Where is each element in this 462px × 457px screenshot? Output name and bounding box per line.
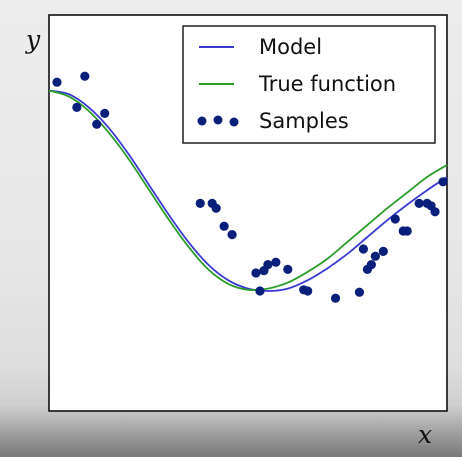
- sample-point: [271, 257, 281, 267]
- legend-samples-dot: [197, 116, 207, 126]
- legend: Model True function Samples: [182, 25, 436, 144]
- sample-point: [430, 207, 440, 217]
- sample-point: [72, 102, 82, 112]
- sample-point: [251, 268, 261, 278]
- sample-point: [211, 203, 221, 213]
- sample-point: [227, 230, 237, 240]
- sample-point: [330, 293, 341, 303]
- true-function-line: [48, 89, 448, 292]
- sample-point: [263, 260, 273, 270]
- legend-samples-label: Samples: [259, 109, 349, 133]
- sample-point: [283, 264, 293, 274]
- series-layer: [48, 71, 448, 303]
- bottom-shadow: [0, 405, 462, 457]
- legend-samples-dot: [229, 117, 239, 127]
- sample-point: [398, 226, 408, 236]
- sample-point: [438, 177, 448, 187]
- sample-point: [80, 71, 90, 81]
- sample-point: [52, 77, 62, 87]
- sample-point: [414, 198, 424, 208]
- sample-point: [100, 108, 110, 118]
- sample-point: [358, 244, 369, 254]
- sample-point: [219, 221, 229, 231]
- sample-point: [390, 214, 400, 224]
- sample-point: [422, 198, 432, 208]
- sample-point: [303, 286, 313, 296]
- sample-point: [378, 246, 388, 256]
- sample-point: [255, 286, 265, 296]
- legend-model-label: Model: [259, 35, 322, 59]
- model-line: [48, 89, 448, 292]
- sample-point: [354, 287, 365, 297]
- legend-true-function-label: True function: [258, 72, 396, 96]
- sample-point: [370, 251, 380, 261]
- sample-point: [366, 260, 376, 270]
- sample-point: [195, 198, 205, 208]
- y-axis-label: y: [25, 25, 41, 54]
- legend-samples-dot: [213, 115, 223, 125]
- x-axis-label: x: [418, 420, 432, 449]
- sample-point: [92, 119, 102, 129]
